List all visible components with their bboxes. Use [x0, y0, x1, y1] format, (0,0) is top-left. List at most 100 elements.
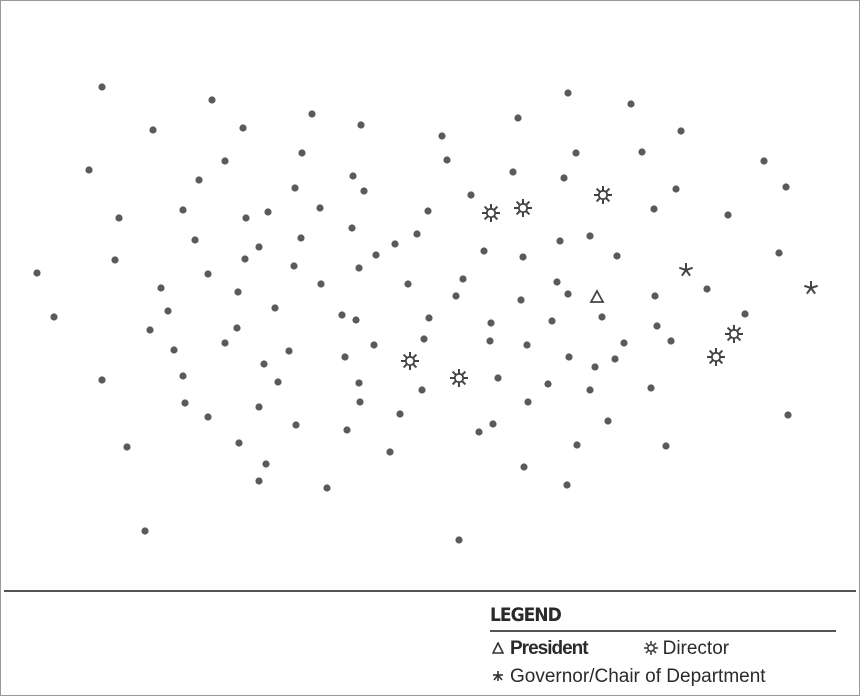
member-node	[285, 347, 293, 355]
member-node	[274, 378, 282, 386]
legend-label-president: President	[510, 638, 589, 659]
member-node	[323, 484, 331, 492]
member-node	[264, 208, 272, 216]
member-node	[514, 114, 522, 122]
member-node	[443, 156, 451, 164]
member-node	[564, 290, 572, 298]
director-node	[450, 369, 468, 387]
member-node	[653, 322, 661, 330]
member-node	[487, 319, 495, 327]
member-node	[672, 185, 680, 193]
member-node	[85, 166, 93, 174]
member-node	[141, 527, 149, 535]
member-node	[784, 411, 792, 419]
member-node	[292, 421, 300, 429]
member-node	[255, 243, 263, 251]
member-node	[424, 207, 432, 215]
member-node	[509, 168, 517, 176]
member-node	[396, 410, 404, 418]
member-node	[179, 206, 187, 214]
member-node	[647, 384, 655, 392]
legend-rule	[490, 630, 836, 632]
member-node	[98, 83, 106, 91]
director-node	[594, 186, 612, 204]
member-node	[438, 132, 446, 140]
member-node	[355, 264, 363, 272]
director-node	[482, 204, 500, 222]
member-node	[356, 398, 364, 406]
member-node	[677, 127, 685, 135]
member-node	[724, 211, 732, 219]
member-node	[235, 439, 243, 447]
legend-row-1: President Director	[490, 638, 836, 660]
member-node	[620, 339, 628, 347]
member-node	[164, 307, 172, 315]
legend-label-governor: Governor/Chair of Department	[510, 666, 766, 687]
director-node	[401, 352, 419, 370]
member-node	[255, 403, 263, 411]
member-node	[290, 262, 298, 270]
member-node	[146, 326, 154, 334]
member-node	[556, 237, 564, 245]
star-icon	[490, 670, 506, 685]
member-node	[241, 255, 249, 263]
member-node	[455, 536, 463, 544]
member-node	[604, 417, 612, 425]
member-node	[221, 157, 229, 165]
member-node	[372, 251, 380, 259]
member-node	[760, 157, 768, 165]
triangle-icon	[490, 640, 506, 657]
member-node	[475, 428, 483, 436]
member-node	[517, 296, 525, 304]
member-node	[123, 443, 131, 451]
member-node	[523, 341, 531, 349]
member-node	[563, 481, 571, 489]
member-node	[370, 341, 378, 349]
member-node	[420, 335, 428, 343]
member-node	[391, 240, 399, 248]
member-node	[703, 285, 711, 293]
member-node	[191, 236, 199, 244]
member-node	[553, 278, 561, 286]
member-node	[33, 269, 41, 277]
member-node	[260, 360, 268, 368]
member-node	[111, 256, 119, 264]
member-node	[297, 234, 305, 242]
member-node	[467, 191, 475, 199]
member-node	[459, 275, 467, 283]
member-node	[560, 174, 568, 182]
member-node	[520, 463, 528, 471]
member-node	[234, 288, 242, 296]
legend-row-2: Governor/Chair of Department	[490, 666, 836, 688]
member-node	[480, 247, 488, 255]
member-node	[204, 413, 212, 421]
member-node	[170, 346, 178, 354]
member-node	[591, 363, 599, 371]
governor-node	[678, 263, 694, 277]
member-node	[298, 149, 306, 157]
member-node	[564, 89, 572, 97]
member-node	[494, 374, 502, 382]
member-node	[667, 337, 675, 345]
member-node	[452, 292, 460, 300]
member-node	[341, 353, 349, 361]
member-node	[204, 270, 212, 278]
member-node	[316, 204, 324, 212]
member-node	[544, 380, 552, 388]
member-node	[573, 441, 581, 449]
member-node	[524, 398, 532, 406]
member-node	[308, 110, 316, 118]
member-node	[613, 252, 621, 260]
member-node	[262, 460, 270, 468]
member-node	[343, 426, 351, 434]
member-node	[242, 214, 250, 222]
member-node	[338, 311, 346, 319]
member-node	[357, 121, 365, 129]
member-node	[50, 313, 58, 321]
member-node	[782, 183, 790, 191]
member-node	[418, 386, 426, 394]
member-node	[291, 184, 299, 192]
member-node	[662, 442, 670, 450]
member-node	[208, 96, 216, 104]
